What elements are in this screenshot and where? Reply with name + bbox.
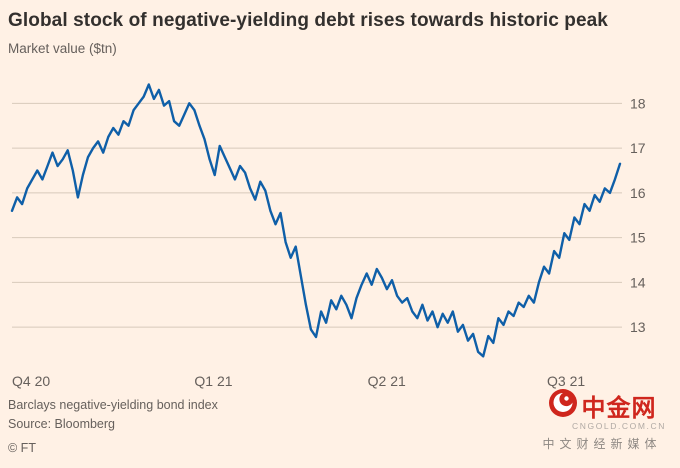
y-tick-label: 17	[630, 140, 646, 156]
watermark-name: 中金网	[581, 395, 657, 422]
line-chart: 13 14 15 16 17 18 Q4 20 Q1 21 Q2 21 Q3 21	[10, 83, 646, 389]
footer-source: Source: Bloomberg	[8, 417, 116, 432]
chart-title: Global stock of negative-yielding debt r…	[8, 10, 608, 31]
x-tick-label: Q4 20	[12, 373, 50, 389]
footer-copyright: © FT	[8, 440, 36, 455]
x-tick-label: Q2 21	[368, 373, 406, 389]
y-tick-label: 14	[630, 274, 646, 290]
line-series	[10, 83, 622, 358]
cngold-logo-icon	[548, 388, 578, 423]
watermark-domain: CNGOLD.COM.CN	[572, 421, 666, 431]
y-tick-label: 16	[630, 185, 646, 201]
watermark: 中金网 CNGOLD.COM.CN 中文财经新媒体	[538, 388, 666, 452]
x-tick-label: Q1 21	[194, 373, 232, 389]
chart-area: 13 14 15 16 17 18 Q4 20 Q1 21 Q2 21 Q3 21	[8, 60, 672, 394]
y-tick-label: 15	[630, 230, 646, 246]
watermark-tagline: 中文财经新媒体	[542, 437, 662, 451]
chart-subtitle: Market value ($tn)	[8, 41, 117, 56]
y-tick-label: 13	[630, 319, 646, 335]
x-tick-label: Q3 21	[547, 373, 585, 389]
chart-footer: Barclays negative-yielding bond index So…	[8, 396, 672, 458]
y-tick-label: 18	[630, 95, 646, 111]
footer-note: Barclays negative-yielding bond index	[8, 398, 218, 412]
